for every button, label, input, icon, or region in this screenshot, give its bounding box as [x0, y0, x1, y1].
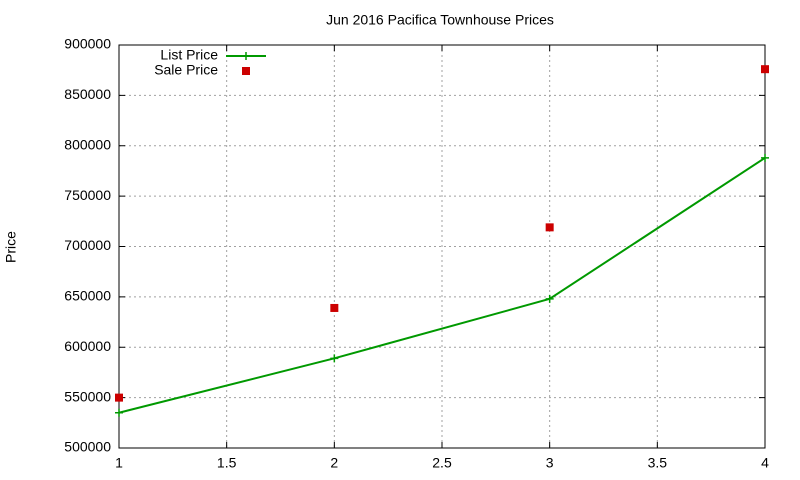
y-tick-label: 500000 [64, 439, 111, 455]
x-tick-label: 4 [761, 455, 769, 471]
marker [115, 408, 123, 417]
legend-label: List Price [160, 47, 218, 63]
y-tick-label: 900000 [64, 36, 111, 52]
y-tick-label: 750000 [64, 187, 111, 203]
x-tick-label: 2.5 [432, 455, 452, 471]
y-tick-label: 650000 [64, 288, 111, 304]
y-axis-label: Price [3, 231, 19, 263]
y-tick-label: 800000 [64, 136, 111, 152]
x-tick-label: 1.5 [217, 455, 237, 471]
marker [330, 303, 339, 312]
y-tick-label: 600000 [64, 338, 111, 354]
y-tick-label: 550000 [64, 388, 111, 404]
marker [545, 294, 554, 303]
series-line [118, 157, 766, 414]
marker [761, 65, 769, 74]
plot-frame [118, 44, 766, 449]
legend-marker [242, 52, 250, 60]
marker [545, 223, 554, 232]
y-tick-label: 700000 [64, 237, 111, 253]
y-tick-label: 850000 [64, 86, 111, 102]
x-tick-label: 3 [546, 455, 554, 471]
marker [330, 354, 339, 363]
x-tick-label: 2 [330, 455, 338, 471]
x-tick-label: 1 [115, 455, 123, 471]
chart-title: Jun 2016 Pacifica Townhouse Prices [326, 12, 554, 28]
marker [761, 153, 769, 162]
marker [115, 393, 123, 402]
x-tick-label: 3.5 [648, 455, 668, 471]
legend-marker [242, 67, 250, 75]
legend-label: Sale Price [154, 62, 218, 78]
